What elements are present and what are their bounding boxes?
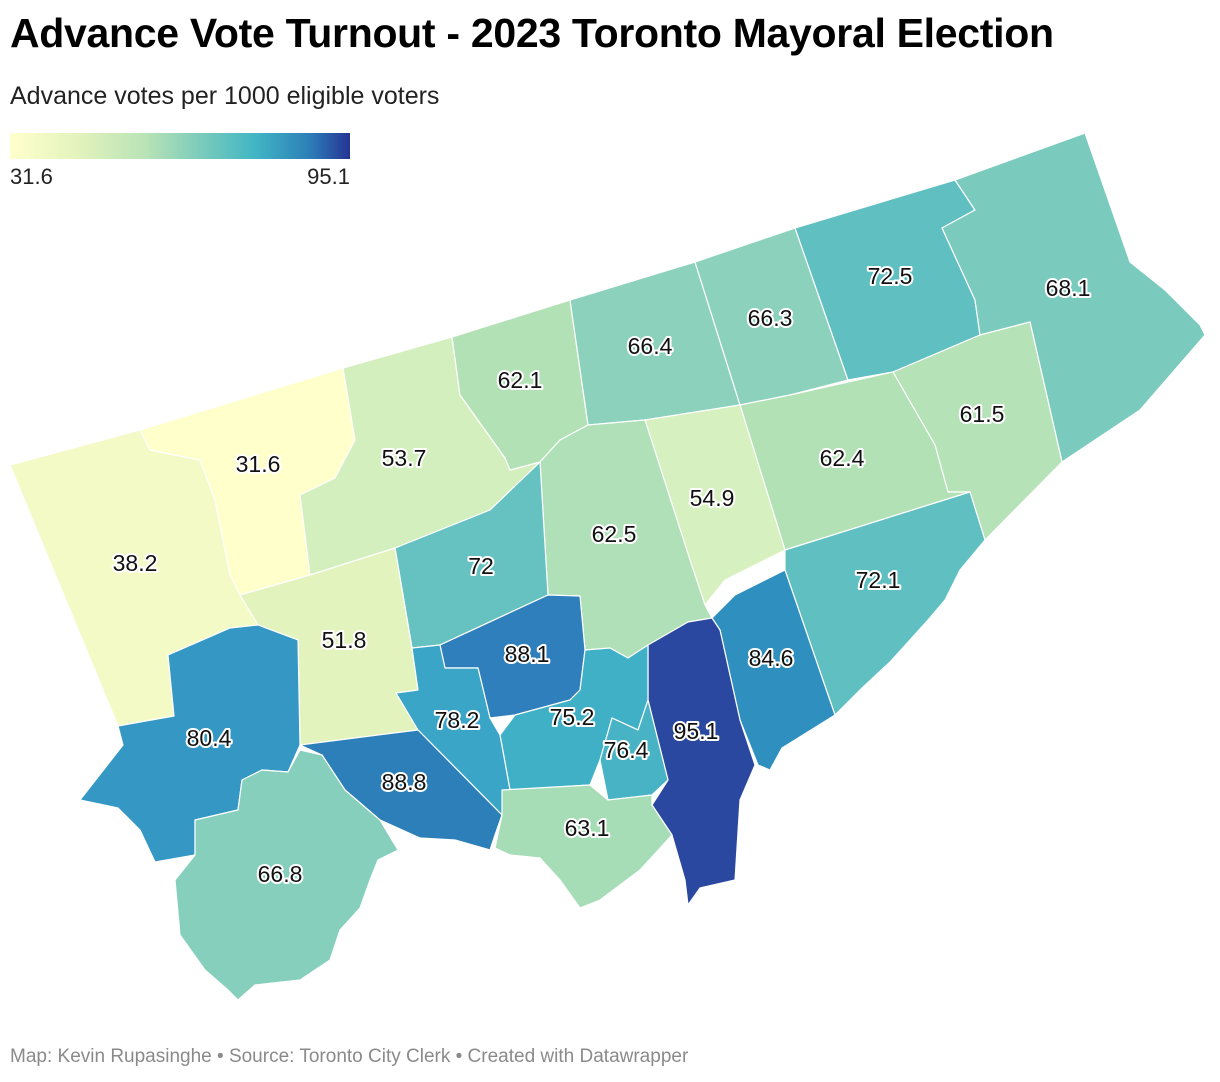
chart-title: Advance Vote Turnout - 2023 Toronto Mayo… bbox=[10, 10, 1054, 56]
ward-region[interactable]: 78.2 bbox=[395, 644, 511, 816]
ward-region[interactable]: 88.1 bbox=[439, 594, 586, 719]
ward-region[interactable]: 66.8 bbox=[174, 749, 399, 1001]
legend-gradient-bar bbox=[10, 133, 350, 159]
chart-subtitle: Advance votes per 1000 eligible voters bbox=[10, 82, 440, 110]
ward-region[interactable]: 95.1 bbox=[647, 617, 756, 906]
ward-value-label: 68.1 bbox=[1046, 275, 1091, 301]
ward-value-label: 54.9 bbox=[690, 485, 735, 511]
ward-shape[interactable] bbox=[395, 644, 511, 816]
ward-value-label: 66.3 bbox=[748, 305, 793, 331]
ward-region[interactable]: 68.1 bbox=[941, 132, 1206, 463]
ward-value-label: 62.1 bbox=[498, 367, 543, 393]
ward-value-label: 72.5 bbox=[868, 263, 913, 289]
legend-max-label: 95.1 bbox=[307, 164, 350, 189]
ward-shape[interactable] bbox=[494, 784, 673, 909]
ward-region[interactable]: 51.8 bbox=[239, 547, 419, 746]
ward-region[interactable]: 72 bbox=[394, 461, 549, 649]
ward-region[interactable]: 76.4 bbox=[599, 699, 669, 801]
ward-value-label: 75.2 bbox=[550, 704, 595, 730]
ward-value-label: 72 bbox=[468, 553, 494, 579]
ward-value-label: 84.6 bbox=[749, 645, 794, 671]
ward-region[interactable]: 88.8 bbox=[299, 729, 503, 851]
ward-shape[interactable] bbox=[174, 749, 399, 1001]
ward-region[interactable]: 62.1 bbox=[451, 299, 589, 471]
ward-value-label: 66.8 bbox=[258, 861, 303, 887]
ward-value-label: 61.5 bbox=[960, 401, 1005, 427]
ward-shape[interactable] bbox=[599, 699, 669, 801]
legend-min-label: 31.6 bbox=[10, 164, 53, 189]
ward-shape[interactable] bbox=[647, 617, 756, 906]
ward-region[interactable]: 63.1 bbox=[494, 784, 673, 909]
ward-value-label: 63.1 bbox=[565, 815, 610, 841]
ward-value-label: 72.1 bbox=[856, 567, 901, 593]
ward-value-label: 66.4 bbox=[628, 333, 673, 359]
ward-region[interactable]: 66.3 bbox=[694, 227, 849, 406]
ward-value-label: 95.1 bbox=[674, 718, 719, 744]
ward-region[interactable]: 84.6 bbox=[711, 569, 836, 771]
ward-value-label: 78.2 bbox=[435, 707, 480, 733]
ward-region[interactable]: 66.4 bbox=[569, 261, 741, 426]
ward-value-label: 51.8 bbox=[322, 627, 367, 653]
ward-region[interactable]: 54.9 bbox=[644, 404, 786, 606]
color-legend: 31.6 95.1 bbox=[10, 133, 350, 193]
ward-value-label: 62.5 bbox=[592, 521, 637, 547]
ward-value-label: 76.4 bbox=[604, 737, 649, 763]
chart-footer-credits: Map: Kevin Rupasinghe • Source: Toronto … bbox=[10, 1046, 689, 1067]
ward-value-label: 31.6 bbox=[236, 451, 281, 477]
ward-shape[interactable] bbox=[941, 132, 1206, 463]
ward-shape[interactable] bbox=[694, 227, 849, 406]
ward-value-label: 88.1 bbox=[505, 641, 550, 667]
ward-region[interactable]: 72.5 bbox=[794, 179, 981, 381]
ward-value-label: 53.7 bbox=[382, 445, 427, 471]
ward-value-label: 88.8 bbox=[382, 769, 427, 795]
ward-value-label: 62.4 bbox=[820, 445, 865, 471]
ward-region[interactable]: 75.2 bbox=[499, 644, 649, 791]
ward-region[interactable]: 80.4 bbox=[79, 624, 301, 863]
ward-value-label: 80.4 bbox=[187, 725, 232, 751]
ward-region[interactable]: 62.4 bbox=[739, 371, 971, 551]
ward-value-label: 38.2 bbox=[113, 550, 158, 576]
